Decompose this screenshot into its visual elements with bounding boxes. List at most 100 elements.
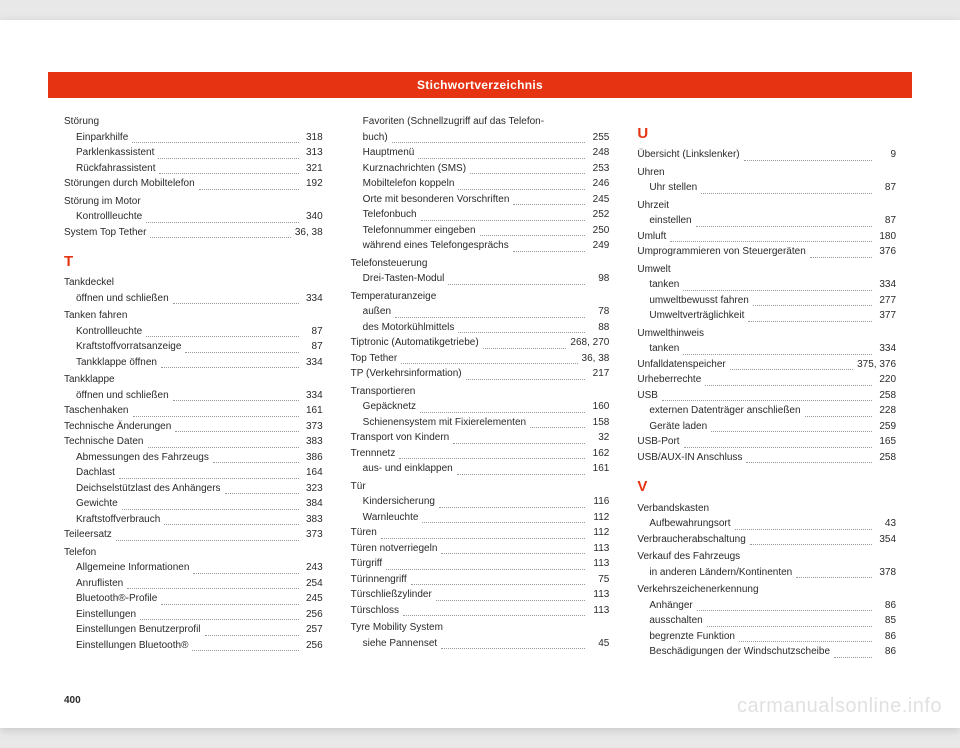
index-entry: des Motorkühlmittels88 bbox=[351, 320, 610, 336]
index-entry: Tiptronic (Automatikgetriebe)268, 270 bbox=[351, 335, 610, 351]
leader-dots bbox=[421, 220, 586, 221]
leader-dots bbox=[705, 385, 872, 386]
index-entry-page: 252 bbox=[589, 207, 609, 223]
index-entry-page: 192 bbox=[303, 176, 323, 192]
page-number: 400 bbox=[64, 695, 81, 706]
index-entry-label: Störungen durch Mobiltelefon bbox=[64, 176, 195, 192]
index-entry-label: öffnen und schließen bbox=[76, 388, 169, 404]
index-entry: Verbraucherabschaltung354 bbox=[637, 532, 896, 548]
index-entry: Einstellungen256 bbox=[64, 607, 323, 623]
index-heading: Tür bbox=[351, 479, 610, 495]
index-entry-page: 250 bbox=[589, 223, 609, 239]
leader-dots bbox=[386, 569, 585, 570]
leader-dots bbox=[161, 604, 298, 605]
index-entry-label: Mobiltelefon koppeln bbox=[363, 176, 455, 192]
leader-dots bbox=[401, 363, 577, 364]
index-entry: Urheberrechte220 bbox=[637, 372, 896, 388]
leader-dots bbox=[513, 251, 586, 252]
index-entry-label: TP (Verkehrsinformation) bbox=[351, 366, 462, 382]
index-letter: T bbox=[64, 250, 323, 273]
index-entry: Türgriff113 bbox=[351, 556, 610, 572]
index-heading: Verkehrszeichenerkennung bbox=[637, 582, 896, 598]
index-entry: TP (Verkehrsinformation) 217 bbox=[351, 366, 610, 382]
index-entry-label: umweltbewusst fahren bbox=[649, 293, 749, 309]
index-entry-page: 340 bbox=[303, 209, 323, 225]
index-entry: Bluetooth®-Profile245 bbox=[64, 591, 323, 607]
index-entry-page: 323 bbox=[303, 481, 323, 497]
leader-dots bbox=[418, 158, 585, 159]
leader-dots bbox=[805, 416, 872, 417]
index-entry: System Top Tether 36, 38 bbox=[64, 225, 323, 241]
index-entry-label: Gewichte bbox=[76, 496, 118, 512]
index-entry: Dachlast164 bbox=[64, 465, 323, 481]
leader-dots bbox=[439, 507, 585, 508]
index-entry: Taschenhaken161 bbox=[64, 403, 323, 419]
index-entry: tanken334 bbox=[637, 341, 896, 357]
index-entry-label: Türschloss bbox=[351, 603, 399, 619]
index-entry-page: 36, 38 bbox=[582, 351, 610, 367]
index-entry-label: Uhr stellen bbox=[649, 180, 697, 196]
leader-dots bbox=[133, 416, 299, 417]
index-entry-label: Transport von Kindern bbox=[351, 430, 450, 446]
index-entry-page: 112 bbox=[589, 510, 609, 526]
index-entry: Beschädigungen der Windschutzscheibe86 bbox=[637, 644, 896, 660]
index-entry-label: Deichselstützlast des Anhängers bbox=[76, 481, 221, 497]
leader-dots bbox=[225, 493, 299, 494]
leader-dots bbox=[185, 352, 298, 353]
leader-dots bbox=[164, 524, 298, 525]
index-entry: einstellen87 bbox=[637, 213, 896, 229]
index-heading: Tankdeckel bbox=[64, 275, 323, 291]
index-entry: USB258 bbox=[637, 388, 896, 404]
index-entry-label: Bluetooth®-Profile bbox=[76, 591, 157, 607]
index-entry: Anhänger86 bbox=[637, 598, 896, 614]
index-entry-page: 334 bbox=[876, 341, 896, 357]
index-entry-label: Aufbewahrungsort bbox=[649, 516, 730, 532]
index-letter: V bbox=[637, 475, 896, 498]
index-entry: Telefonnummer eingeben250 bbox=[351, 223, 610, 239]
index-entry: Umweltverträglichkeit377 bbox=[637, 308, 896, 324]
index-entry-label: Einstellungen Benutzerprofil bbox=[76, 622, 201, 638]
index-entry-label: ausschalten bbox=[649, 613, 702, 629]
leader-dots bbox=[730, 369, 853, 370]
index-entry-label: Kontrollleuchte bbox=[76, 324, 142, 340]
index-entry-page: 87 bbox=[303, 324, 323, 340]
index-entry-page: 217 bbox=[589, 366, 609, 382]
leader-dots bbox=[530, 427, 585, 428]
index-entry: Drei-Tasten-Modul98 bbox=[351, 271, 610, 287]
index-entry-label: Anruflisten bbox=[76, 576, 123, 592]
index-entry: Einparkhilfe318 bbox=[64, 130, 323, 146]
index-entry-label: System Top Tether bbox=[64, 225, 146, 241]
index-entry-label: Umweltverträglichkeit bbox=[649, 308, 744, 324]
index-entry: Mobiltelefon koppeln246 bbox=[351, 176, 610, 192]
index-entry-label: buch) bbox=[363, 130, 388, 146]
index-entry-label: Gepäcknetz bbox=[363, 399, 416, 415]
index-entry-page: 228 bbox=[876, 403, 896, 419]
index-entry: begrenzte Funktion86 bbox=[637, 629, 896, 645]
index-entry: Kraftstoffvorratsanzeige87 bbox=[64, 339, 323, 355]
leader-dots bbox=[707, 626, 872, 627]
index-entry-page: 334 bbox=[876, 277, 896, 293]
index-entry-page: 36, 38 bbox=[295, 225, 323, 241]
leader-dots bbox=[422, 522, 585, 523]
index-entry: in anderen Ländern/Kontinenten378 bbox=[637, 565, 896, 581]
index-entry-page: 113 bbox=[589, 603, 609, 619]
index-entry-label: einstellen bbox=[649, 213, 691, 229]
index-entry: Kontrollleuchte340 bbox=[64, 209, 323, 225]
index-entry-label: Top Tether bbox=[351, 351, 398, 367]
index-entry-page: 255 bbox=[589, 130, 609, 146]
index-entry: siehe Pannenset45 bbox=[351, 636, 610, 652]
index-entry-page: 161 bbox=[303, 403, 323, 419]
index-entry-page: 321 bbox=[303, 161, 323, 177]
index-entry-label: Einparkhilfe bbox=[76, 130, 128, 146]
index-entry-page: 220 bbox=[876, 372, 896, 388]
index-entry: Umluft180 bbox=[637, 229, 896, 245]
index-content: StörungEinparkhilfe318Parklenkassistent3… bbox=[64, 112, 896, 688]
index-entry-page: 256 bbox=[303, 638, 323, 654]
index-entry-page: 378 bbox=[876, 565, 896, 581]
index-entry: Kontrollleuchte 87 bbox=[64, 324, 323, 340]
index-heading: Verbandskasten bbox=[637, 501, 896, 517]
index-entry-label: Türen bbox=[351, 525, 377, 541]
index-entry-page: 334 bbox=[303, 291, 323, 307]
index-entry-label: siehe Pannenset bbox=[363, 636, 438, 652]
index-entry: Orte mit besonderen Vorschriften245 bbox=[351, 192, 610, 208]
